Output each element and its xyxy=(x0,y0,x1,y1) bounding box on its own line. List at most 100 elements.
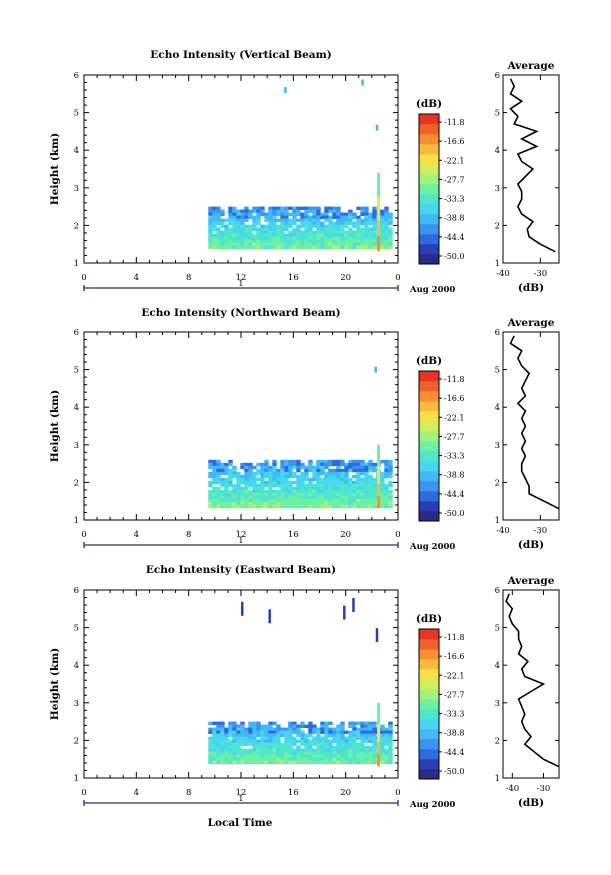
colorbar-swatch xyxy=(419,204,439,215)
spike-cell xyxy=(377,480,381,485)
x-tick-label: 12 xyxy=(236,273,247,283)
profile-frame xyxy=(502,589,560,779)
colorbar-tick-label: -50.0 xyxy=(444,767,465,776)
colorbar-unit: (dB) xyxy=(416,355,442,367)
colorbar-swatch xyxy=(419,481,439,492)
profile-y-tick-label: 1 xyxy=(495,516,500,526)
profile-x-tick-label: -40 xyxy=(505,784,519,794)
x-tick-label: 0 xyxy=(395,788,400,798)
profile-y-tick-label: 6 xyxy=(495,71,500,81)
profile-y-tick-label: 4 xyxy=(495,661,500,671)
sparse-echo xyxy=(375,124,379,131)
colorbar-tick-label: -44.4 xyxy=(444,490,465,499)
heatmap-field xyxy=(208,366,393,509)
spike-cell xyxy=(377,193,381,198)
y-tick-label: 1 xyxy=(74,516,79,526)
colorbar-swatch xyxy=(419,371,439,382)
colorbar-swatch xyxy=(419,421,439,432)
x-tick-label: 8 xyxy=(186,273,191,283)
x-tick-label: 0 xyxy=(395,530,400,540)
colorbar-swatch xyxy=(419,669,439,680)
colorbar-swatch xyxy=(419,749,439,760)
panel-title: Echo Intensity (Vertical Beam) xyxy=(150,49,331,61)
spike-cell xyxy=(377,181,381,186)
colorbar-swatch xyxy=(419,134,439,145)
x-tick-label: 20 xyxy=(340,788,351,798)
colorbar-swatch xyxy=(419,699,439,710)
spike-cell xyxy=(377,453,381,458)
colorbar-tick-label: -22.1 xyxy=(444,413,465,422)
profile-y-tick-label: 4 xyxy=(495,403,500,413)
spike-cell xyxy=(377,229,381,234)
profile-x-tick-label: -30 xyxy=(537,784,551,794)
y-tick-label: 1 xyxy=(74,259,79,269)
sparse-echo xyxy=(361,79,364,86)
spike-cell xyxy=(377,504,381,509)
y-tick-label: 4 xyxy=(74,661,79,671)
colorbar-swatch xyxy=(419,719,439,730)
x-tick-label: 4 xyxy=(134,273,139,283)
x-tick-label: 20 xyxy=(340,530,351,540)
date-day-label: 1 xyxy=(238,279,243,289)
spike-cell xyxy=(377,708,381,713)
spike-cell xyxy=(377,483,381,488)
profile-panel: Average 1 2 3 4 5 6 -40 -30 (dB) xyxy=(495,575,560,809)
y-tick-label: 2 xyxy=(74,221,79,231)
spike-cell xyxy=(377,190,381,195)
profile-title: Average xyxy=(507,575,555,587)
spike-cell xyxy=(377,720,381,725)
colorbar-tick-label: -33.3 xyxy=(444,452,465,461)
spike-cell xyxy=(377,477,381,482)
colorbar-swatch xyxy=(419,214,439,225)
profile-y-tick-label: 6 xyxy=(495,328,500,338)
spike-cell xyxy=(377,753,381,758)
colorbar-swatch xyxy=(419,234,439,245)
spike-cell xyxy=(377,178,381,183)
profile-frame xyxy=(502,331,560,521)
colorbar-swatch xyxy=(419,501,439,512)
x-tick-label: 0 xyxy=(81,788,86,798)
colorbar-swatch xyxy=(419,174,439,185)
y-axis-label: Height (km) xyxy=(49,648,61,720)
profile-title: Average xyxy=(507,317,555,329)
colorbar-tick-label: -27.7 xyxy=(444,690,465,699)
profile-x-tick-label: -40 xyxy=(496,269,510,279)
spike-cell xyxy=(377,205,381,210)
sparse-echo xyxy=(352,598,355,613)
x-tick-label: 12 xyxy=(236,788,247,798)
profile-y-tick-label: 5 xyxy=(495,109,500,119)
spike-cell xyxy=(377,474,381,479)
colorbar-tick-label: -44.4 xyxy=(444,748,465,757)
x-tick-label: 20 xyxy=(340,273,351,283)
spike-cell xyxy=(377,741,381,746)
x-tick-label: 0 xyxy=(395,273,400,283)
spike-cell xyxy=(377,220,381,225)
spike-cell xyxy=(377,465,381,470)
sparse-echo xyxy=(241,601,244,616)
spike-cell xyxy=(377,726,381,731)
colorbar-swatch xyxy=(419,709,439,720)
profile-y-tick-label: 4 xyxy=(495,146,500,156)
profile-y-tick-label: 5 xyxy=(495,366,500,376)
date-month-label: Aug 2000 xyxy=(409,542,455,552)
profile-y-tick-label: 3 xyxy=(495,184,500,194)
colorbar-swatch xyxy=(419,689,439,700)
spike-cell xyxy=(377,214,381,219)
x-tick-label: 0 xyxy=(81,530,86,540)
y-tick-label: 3 xyxy=(74,184,79,194)
profile-line xyxy=(509,78,556,253)
colorbar-swatch xyxy=(419,381,439,392)
colorbar-swatch xyxy=(419,254,439,265)
profile-y-tick-label: 3 xyxy=(495,441,500,451)
y-axis-label: Height (km) xyxy=(49,133,61,205)
heatmap-field xyxy=(208,79,393,252)
profile-y-tick-label: 3 xyxy=(495,699,500,709)
profile-y-tick-label: 2 xyxy=(495,478,500,488)
x-tick-label: 8 xyxy=(186,788,191,798)
spike-cell xyxy=(377,444,381,449)
colorbar-swatch xyxy=(419,629,439,640)
y-tick-label: 3 xyxy=(74,699,79,709)
colorbar-swatch xyxy=(419,729,439,740)
colorbar-swatch xyxy=(419,144,439,155)
